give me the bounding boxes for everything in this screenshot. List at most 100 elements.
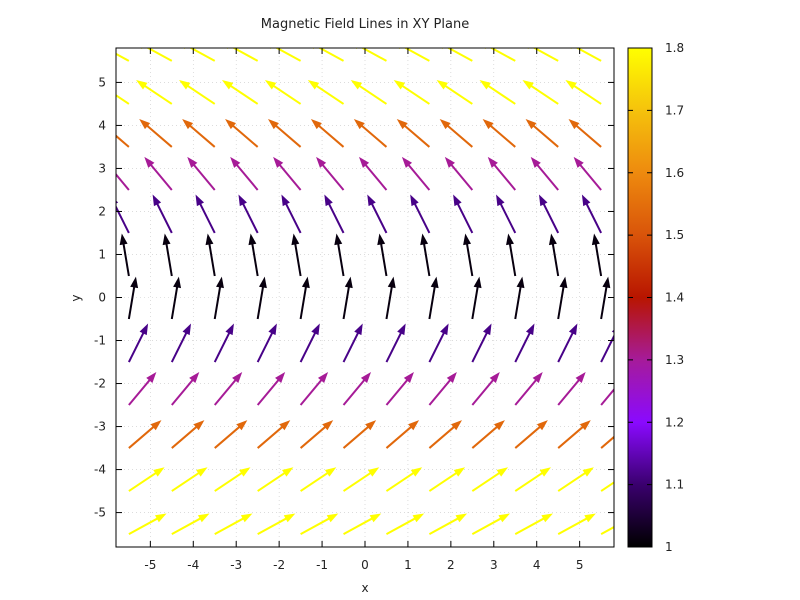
field-arrow (291, 233, 302, 277)
field-arrow (179, 80, 216, 105)
field-arrow (221, 80, 259, 105)
field-arrow (170, 276, 182, 320)
field-arrow (152, 194, 173, 234)
field-arrow (238, 194, 259, 234)
y-tick-label: -4 (94, 463, 106, 477)
field-arrow (514, 323, 535, 363)
field-arrow (393, 80, 430, 105)
field-arrow (525, 118, 559, 148)
field-arrow (573, 156, 602, 191)
field-arrow (367, 194, 388, 234)
x-tick-label: -2 (273, 558, 285, 572)
colorbar-tick-label: 1.8 (665, 41, 684, 55)
y-tick-label: 1 (98, 247, 106, 261)
field-arrow (281, 194, 302, 234)
field-arrow (428, 276, 439, 320)
field-arrow (195, 194, 216, 234)
field-arrow (128, 467, 165, 492)
field-arrow (358, 156, 388, 191)
field-arrow (316, 156, 345, 191)
field-arrow (187, 156, 216, 191)
field-arrow (342, 323, 363, 363)
field-arrow (342, 420, 377, 449)
field-arrow (385, 323, 406, 363)
field-arrow (324, 194, 345, 234)
y-tick-label: 3 (98, 161, 106, 175)
field-arrow (213, 276, 224, 320)
field-arrow (568, 118, 602, 148)
y-tick-label: -3 (94, 420, 106, 434)
field-arrow (139, 118, 173, 148)
colorbar-tick-label: 1.1 (665, 478, 684, 492)
field-arrow (514, 371, 543, 406)
field-arrow (171, 513, 210, 535)
field-arrow (183, 48, 216, 62)
field-arrow (119, 233, 130, 277)
field-arrow (570, 48, 602, 62)
field-arrow (484, 48, 516, 62)
field-arrow (213, 371, 243, 406)
field-arrow (385, 513, 425, 535)
field-arrow (600, 435, 614, 449)
field-arrow (600, 276, 611, 320)
field-arrow (377, 233, 388, 277)
field-arrow (162, 233, 173, 277)
field-arrow (471, 467, 509, 492)
field-arrow (256, 371, 286, 406)
field-arrow (565, 80, 602, 105)
field-arrow (205, 233, 216, 277)
field-arrow (116, 134, 130, 148)
field-arrow (522, 80, 559, 105)
field-arrow (530, 156, 559, 191)
field-arrow (127, 276, 139, 320)
field-arrow (144, 156, 173, 191)
colorbar-tick-label: 1.6 (665, 166, 684, 180)
field-arrow (171, 420, 205, 449)
field-arrow (600, 481, 614, 492)
field-arrow (385, 467, 423, 492)
field-arrow (342, 276, 353, 320)
field-arrow (557, 513, 596, 535)
y-tick-label: 2 (98, 204, 106, 218)
field-arrow (264, 80, 302, 105)
field-arrow (436, 80, 473, 105)
y-tick-label: 4 (98, 118, 106, 132)
field-arrow (506, 233, 517, 277)
y-tick-label: 0 (98, 291, 106, 305)
field-arrow (591, 233, 603, 277)
y-tick-label: -5 (94, 506, 106, 520)
field-arrow (226, 48, 259, 62)
field-arrow (248, 233, 259, 277)
field-arrow (410, 194, 431, 234)
field-arrow (116, 94, 130, 105)
field-arrow (463, 233, 474, 277)
x-tick-label: 2 (447, 558, 455, 572)
field-arrow (273, 156, 302, 191)
field-arrow (342, 467, 380, 492)
y-tick-label: 5 (98, 75, 106, 89)
grid (116, 48, 614, 547)
field-arrow (471, 420, 505, 449)
field-arrow (428, 371, 457, 406)
field-arrow (385, 371, 414, 406)
field-arrow (257, 467, 294, 492)
field-arrow (310, 118, 345, 148)
field-arrow (300, 467, 337, 492)
field-arrow (140, 48, 173, 62)
y-tick-label: -2 (94, 377, 106, 391)
field-arrow (299, 371, 329, 406)
field-arrow (428, 420, 462, 449)
x-axis-label: x (361, 581, 368, 595)
field-arrow (428, 467, 466, 492)
arrow-field (116, 48, 614, 535)
field-arrow (299, 323, 320, 363)
field-arrow (581, 194, 603, 234)
field-arrow (471, 276, 482, 320)
x-tick-label: -1 (316, 558, 328, 572)
field-arrow (182, 118, 216, 148)
field-arrow (514, 276, 525, 320)
field-arrow (557, 323, 578, 363)
field-arrow (514, 467, 551, 492)
field-arrow (257, 513, 296, 535)
